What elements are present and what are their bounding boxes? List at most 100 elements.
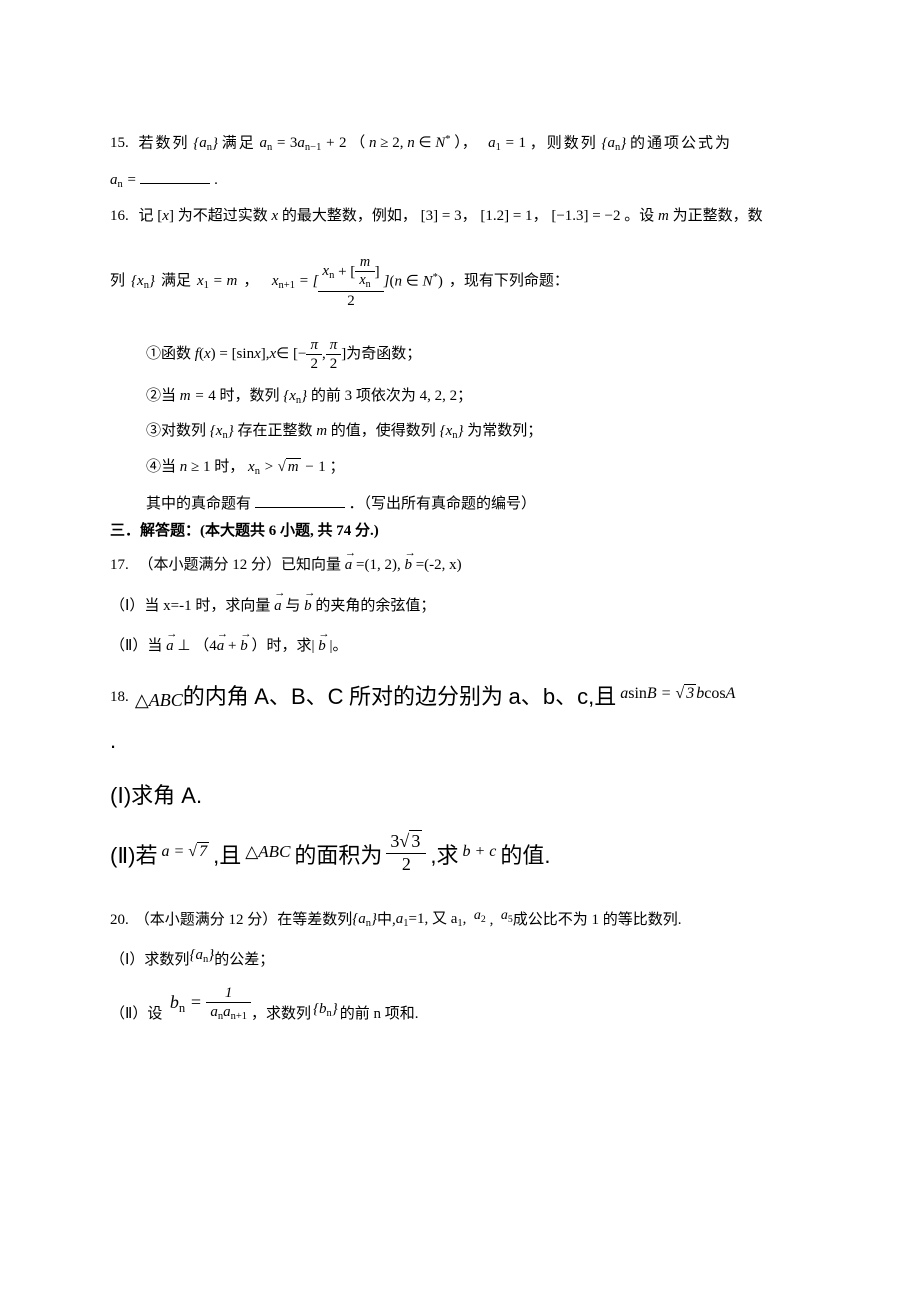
q15-cond: （ n ≥ 2, n ∈ N* ），	[350, 135, 484, 151]
q17-close: ）时，求|	[251, 638, 314, 654]
vec-a: a	[345, 554, 353, 577]
q17-aval: =(1, 2),	[356, 557, 401, 573]
q16-s3d: 为常数列；	[467, 423, 542, 439]
q16-s1a: ①函数	[146, 343, 191, 366]
q20-t1: 中,	[377, 909, 396, 932]
q16-ex2: [1.2] = 1	[480, 208, 532, 224]
q15-t4: 的通项公式为	[630, 135, 732, 151]
q16-line2a: 列	[110, 270, 125, 293]
q20-an: {an}	[352, 908, 377, 932]
q16-num: 16.	[110, 208, 129, 224]
q16-ex3: [−1.3] = −2	[551, 208, 620, 224]
q20-p1a: （Ⅰ）求数列	[110, 949, 189, 972]
q18-eq: asinB = 3bcosA	[620, 679, 735, 709]
q18-tri2: △ABC	[245, 836, 290, 868]
q16-s1expr: f(x) = [sin x], x ∈ [−π2, π2]	[191, 336, 346, 373]
q15-t2: 满足	[222, 135, 256, 151]
q15-t1: 若数列	[139, 135, 190, 151]
vec-b-2: b	[304, 595, 312, 618]
q20-t2: 成公比不为 1 的等比数列.	[513, 909, 682, 932]
q15: 15. 若数列 {an} 满足 an = 3an−1 + 2 （ n ≥ 2, …	[110, 132, 810, 156]
q15-rec: an = 3an−1 + 2	[260, 135, 347, 151]
q17-line1: 17. （本小题满分 12 分）已知向量 a =(1, 2), b =(-2, …	[110, 554, 810, 577]
q20-p2: （Ⅱ）设 bn = 1 anan+1 ，求数列 {bn} 的前 n 项和.	[110, 984, 810, 1026]
q16-s2b: 时，数列	[219, 388, 279, 404]
q16-s2seq: {xn}	[283, 388, 307, 404]
q15-init: a1 = 1	[488, 135, 526, 151]
q18-dot: .	[110, 720, 810, 762]
q16-bx: [x]	[157, 208, 174, 224]
q18-p2e: 的值.	[500, 835, 550, 877]
q16-s4n1: n ≥ 1	[180, 459, 211, 475]
q18-p1: (Ⅰ)求角 A.	[110, 775, 810, 817]
q16-s3seq2: {xn}	[440, 423, 464, 439]
q18-bc: b + c	[462, 837, 496, 867]
q18-a7: a = 7	[162, 837, 210, 867]
q18-p2c: 的面积为	[294, 835, 382, 877]
q16-s4expr: xn > m − 1	[248, 459, 330, 475]
q15-blank	[140, 168, 210, 184]
q17-num: 17.	[110, 557, 129, 573]
q17-p1b: 与	[285, 598, 300, 614]
q16-s3c: 的值，使得数列	[331, 423, 436, 439]
q18-t1: 的内角 A、B、C 所对的边分别为 a、b、c,且	[183, 676, 617, 718]
q16-s3: ③对数列 {xn} 存在正整数 m 的值，使得数列 {xn} 为常数列；	[110, 420, 810, 444]
q17-p1a: （Ⅰ）当 x=-1 时，求向量	[110, 598, 270, 614]
q18-p2: (Ⅱ)若 a = 7 ,且 △ABC 的面积为 33 2 ,求 b + c 的值…	[110, 831, 810, 881]
q17-p1: （Ⅰ）当 x=-1 时，求向量 a 与 b 的夹角的余弦值；	[110, 595, 810, 618]
q16-line2b: 满足	[161, 270, 191, 293]
q16-s4: ④当 n ≥ 1 时， xn > m − 1 ；	[110, 456, 810, 480]
q16-s1e: 为奇函数；	[346, 343, 421, 366]
vec-b: b	[404, 554, 412, 577]
q16-recur: xn+1 = [ xn + [mxn] 2 ](n ∈ N*)	[272, 254, 443, 310]
q15-period: .	[214, 172, 218, 188]
q15-an-eq: an =	[110, 172, 137, 188]
q16-xn-seq: {xn}	[131, 270, 155, 294]
vec-b-4: b	[318, 635, 326, 658]
q16-s2a: ②当	[146, 388, 176, 404]
q20-a1v: =1, 又 a1,	[409, 908, 474, 932]
q20-p1: （Ⅰ）求数列 {an} 的公差；	[110, 944, 810, 972]
q17-plus: +	[228, 638, 240, 654]
q15-line2: an = .	[110, 168, 810, 193]
vec-a-4: a	[217, 635, 225, 658]
q16-t3: 的最大整数，例如，	[282, 208, 417, 224]
q16-t5: 为正整数，数	[673, 208, 763, 224]
q16-s1: ①函数 f(x) = [sin x], x ∈ [−π2, π2] 为奇函数；	[110, 336, 810, 373]
q16-t2: 为不超过实数	[178, 208, 268, 224]
q20-p2a: （Ⅱ）设	[110, 1003, 162, 1026]
q18-tri: △ABC	[135, 683, 183, 717]
q20-p2b: ，求数列	[251, 1003, 311, 1026]
q20-a5: a5	[501, 905, 513, 928]
q17-intro: （本小题满分 12 分）已知向量	[139, 557, 342, 573]
q16-s2c: 的前 3 项依次为 4, 2, 2；	[311, 388, 472, 404]
q16-end2: ．（写出所有真命题的编号）	[349, 496, 537, 512]
q16-line2: 列 {xn} 满足 x1 = m ， xn+1 = [ xn + [mxn] 2…	[110, 254, 810, 310]
q16-s3b: 存在正整数	[237, 423, 312, 439]
q15-num: 15.	[110, 135, 129, 151]
q16-s2: ②当 m = 4 时，数列 {xn} 的前 3 项依次为 4, 2, 2；	[110, 385, 810, 409]
q16-m: m	[658, 208, 669, 224]
q17-p2: （Ⅱ）当 a ⊥ （4a + b ）时，求| b |。	[110, 635, 810, 658]
q16-blank	[255, 492, 345, 508]
q20-intro: （本小题满分 12 分）在等差数列	[135, 909, 353, 932]
q17-perp: ⊥ （4	[177, 638, 216, 654]
q17-p1c: 的夹角的余弦值；	[315, 598, 435, 614]
q16-end: 其中的真命题有 ．（写出所有真命题的编号）	[110, 492, 810, 516]
q20-a2: a2	[474, 905, 486, 928]
q16-t1: 记	[139, 208, 154, 224]
q20-num: 20.	[110, 909, 129, 932]
q16-x1m: x1 = m	[197, 270, 237, 294]
vec-a-2: a	[274, 595, 282, 618]
q17-bar: |。	[329, 638, 347, 654]
q16-t4: 。设	[624, 208, 654, 224]
q20-line1: 20. （本小题满分 12 分）在等差数列 {an} 中, a1 =1, 又 a…	[110, 905, 810, 932]
q16-s3m: m	[316, 423, 331, 439]
q15-t3: ，则数列	[530, 135, 598, 151]
q20-an2: {an}	[189, 944, 214, 968]
q20-p2c: 的前 n 项和.	[340, 1003, 419, 1026]
q16-s4c: ；	[330, 459, 345, 475]
q18-num: 18.	[110, 683, 129, 712]
q20-bn: {bn}	[313, 998, 338, 1022]
q20-a1: a1	[396, 908, 409, 932]
